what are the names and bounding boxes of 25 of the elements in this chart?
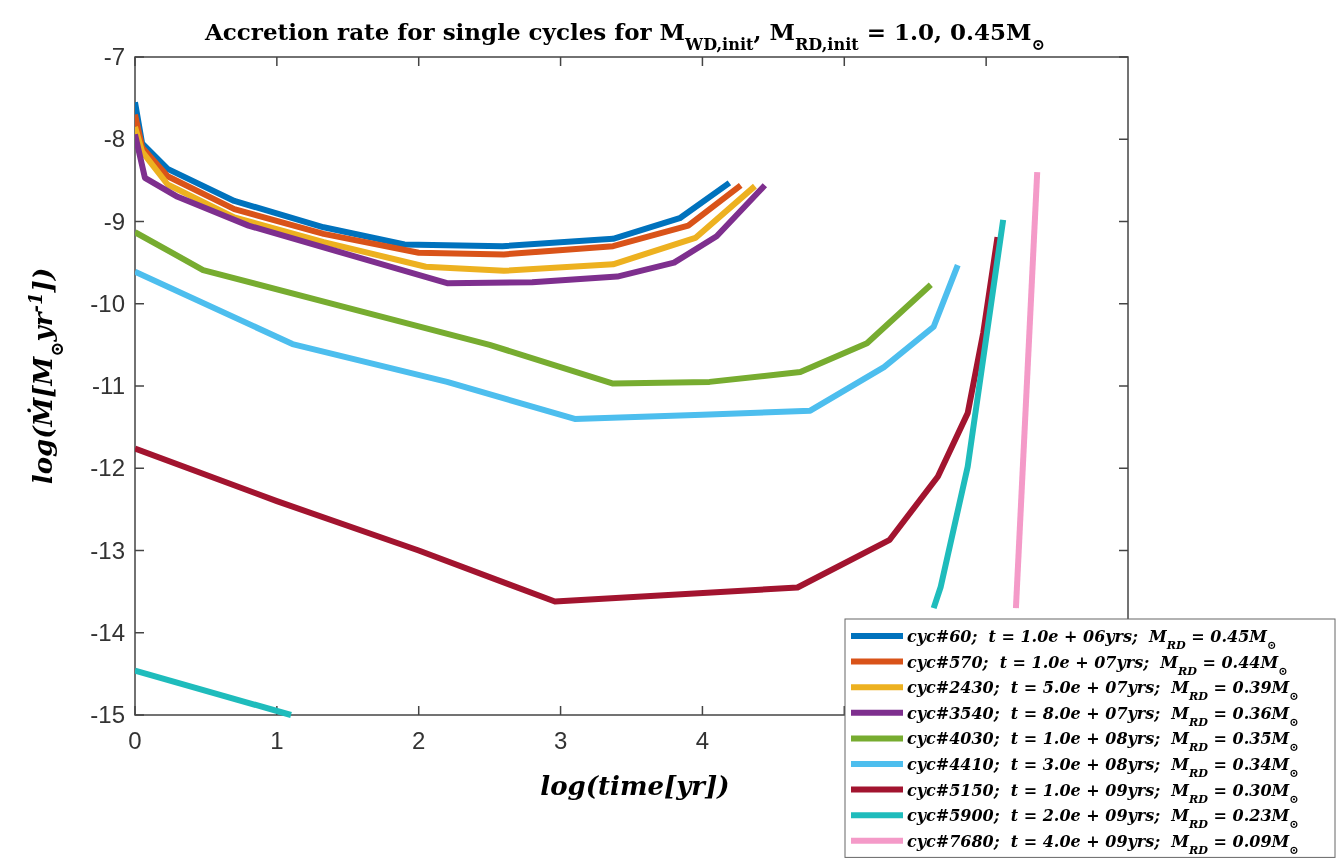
- legend-label: cyc#4410; t = 3.0e + 08yrs; M$_{RD}$ = 0.34M$_{⊙}$: [907, 755, 1299, 780]
- x-tick-label: 0: [128, 727, 142, 754]
- y-tick-label: -8: [103, 125, 125, 153]
- x-axis-title: log(time[yr]): [540, 771, 730, 801]
- y-tick-label: -14: [90, 618, 125, 646]
- legend-label: cyc#2430; t = 5.0e + 07yrs; M$_{RD}$ = 0.39M$_{⊙}$: [907, 678, 1299, 704]
- y-tick-label: -11: [92, 372, 125, 399]
- legend-label: cyc#7680; t = 4.0e + 09yrs; M$_{RD}$ = 0.09M$_{⊙}$: [907, 831, 1299, 857]
- y-tick-label: -7: [103, 43, 125, 70]
- legend-label: cyc#5900; t = 2.0e + 09yrs; M$_{RD}$ = 0.23M$_{⊙}$: [907, 806, 1299, 832]
- legend-label: cyc#5150; t = 1.0e + 09yrs; M$_{RD}$ = 0.30M$_{⊙}$: [907, 780, 1299, 806]
- y-tick-label: -13: [90, 536, 125, 564]
- y-tick-label: -9: [103, 207, 125, 235]
- legend-label: cyc#60; t = 1.0e + 06yrs; M$_{RD}$ = 0.45M$_{⊙}$: [907, 627, 1277, 652]
- chart-title: Accretion rate for single cycles for M$_{WD,init}$, M$_{RD,init}$ = 1.0, 0.45M$_{⊙}$: [203, 18, 1046, 54]
- legend-label: cyc#4030; t = 1.0e + 08yrs; M$_{RD}$ = 0.35M$_{⊙}$: [907, 729, 1299, 755]
- x-tick-label: 2: [412, 727, 426, 754]
- legend-label: cyc#570; t = 1.0e + 07yrs; M$_{RD}$ = 0.44M$_{⊙}$: [907, 652, 1288, 678]
- x-tick-label: 3: [553, 727, 568, 754]
- legend-label: cyc#3540; t = 8.0e + 07yrs; M$_{RD}$ = 0.36M$_{⊙}$: [907, 703, 1299, 729]
- y-tick-label: -10: [90, 289, 125, 317]
- y-tick-label: -12: [90, 454, 125, 482]
- x-tick-label: 4: [695, 727, 710, 754]
- x-tick-label: 1: [270, 727, 284, 754]
- y-tick-label: -15: [90, 701, 125, 728]
